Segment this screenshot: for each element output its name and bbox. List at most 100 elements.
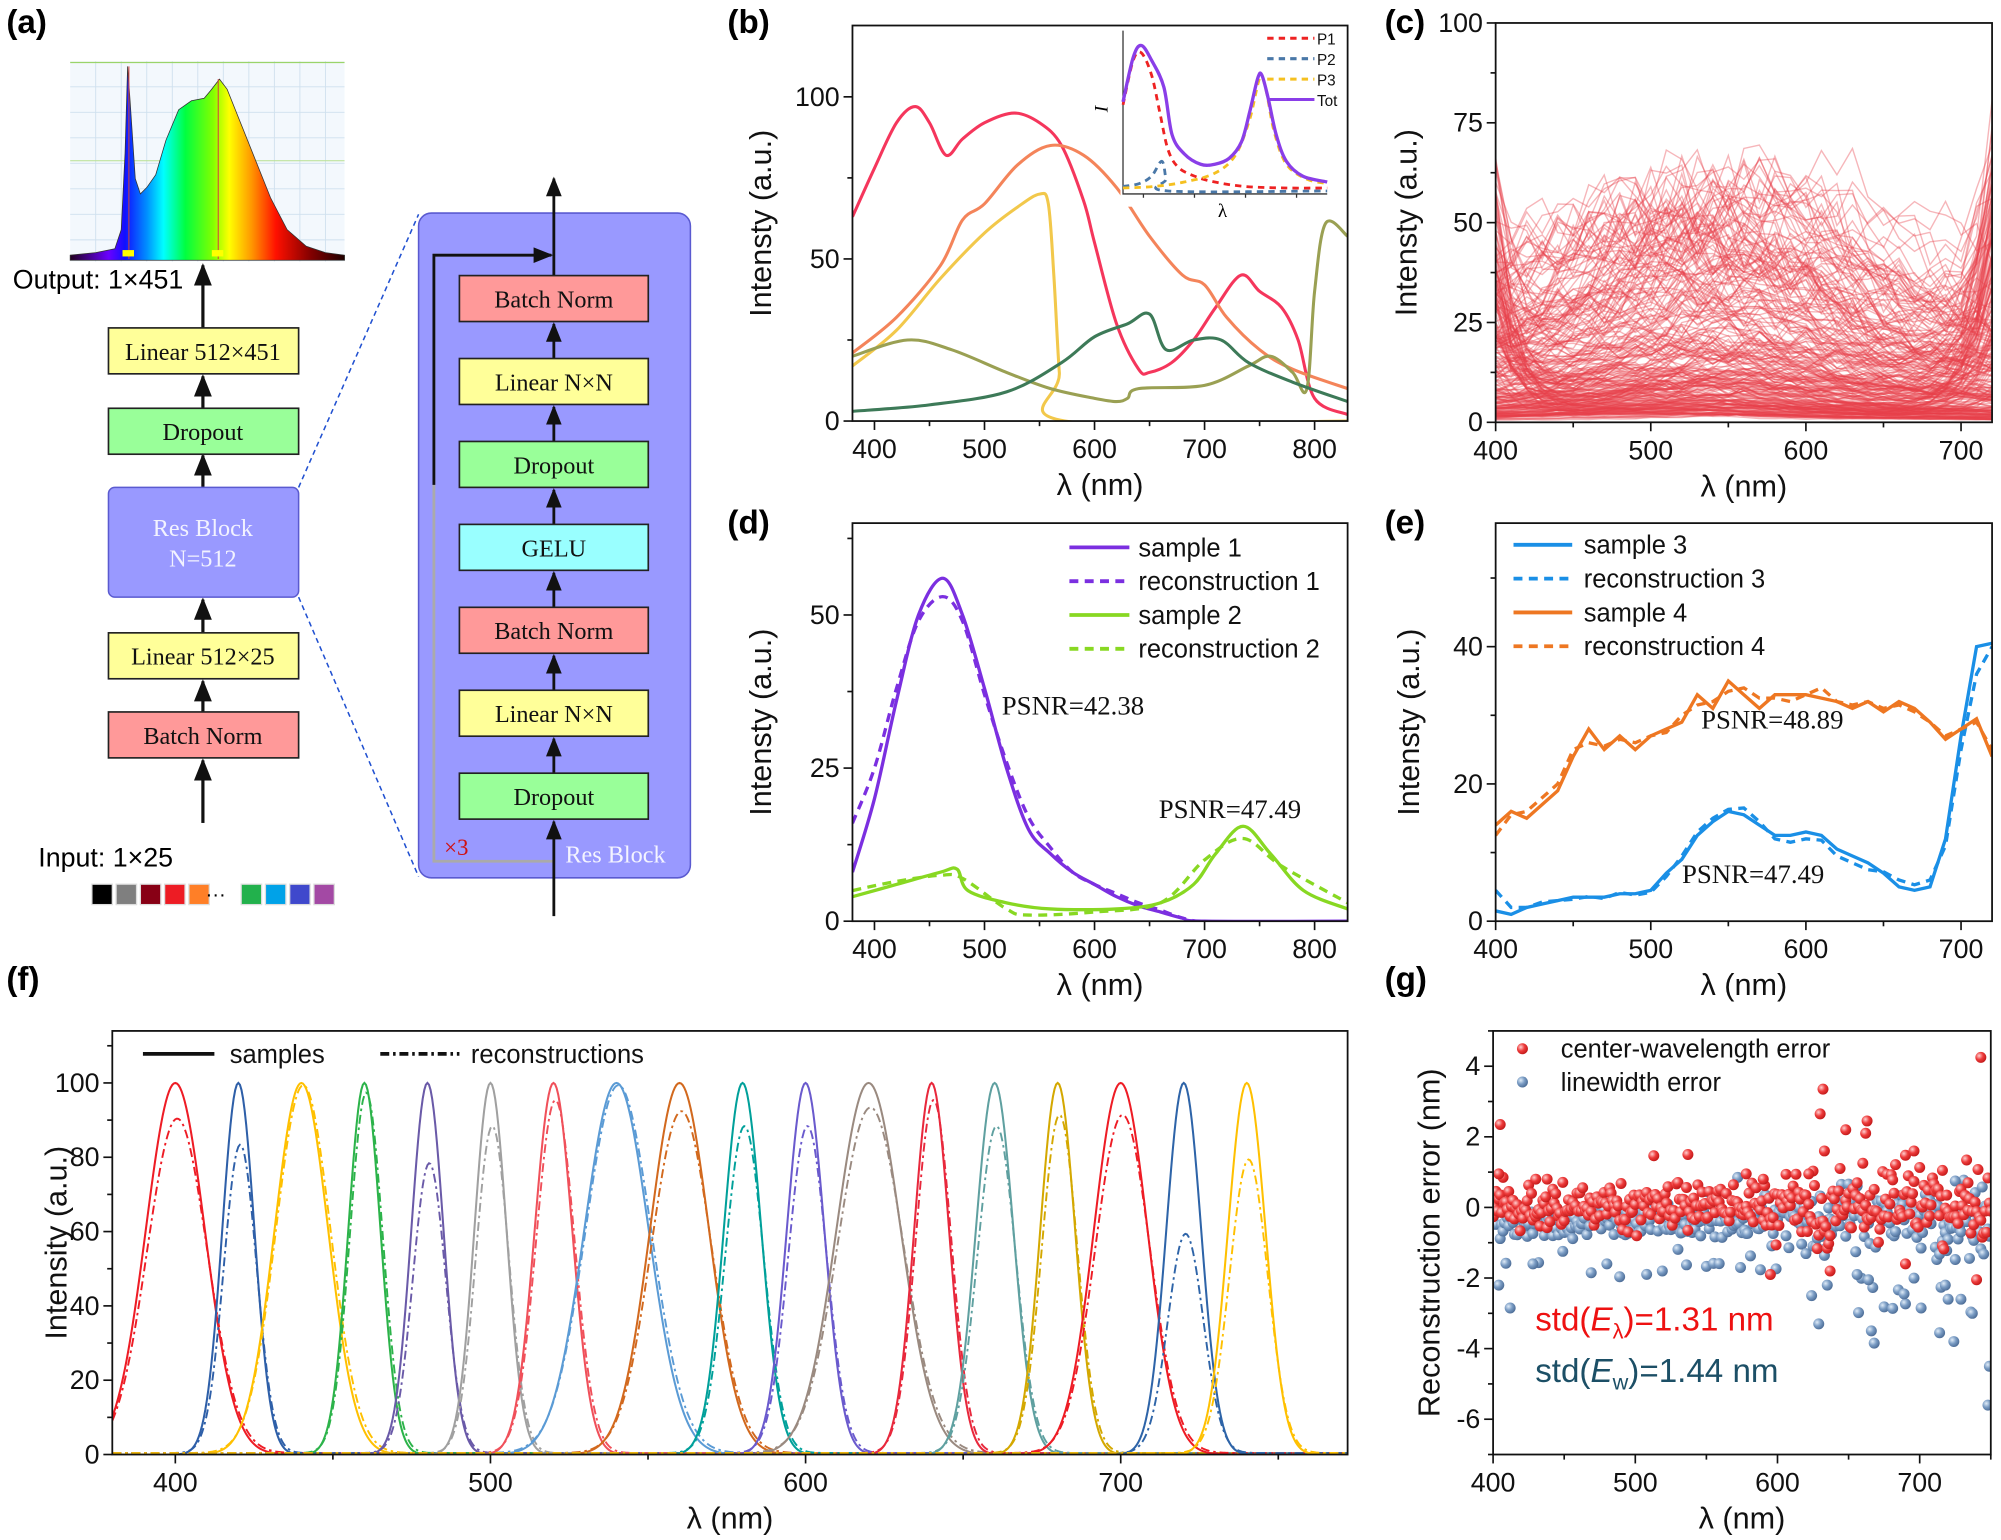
spectrum-line: [1495, 361, 1993, 416]
spectrum-line: [1495, 180, 1993, 326]
spectrum-line: [1495, 207, 1993, 351]
spectrum-line: [1495, 369, 1993, 411]
legend-label: center-wavelength error: [1561, 1036, 1831, 1064]
y-tick-label: 0: [85, 1439, 100, 1469]
y-tick-label: 20: [70, 1365, 100, 1395]
std-sub: w: [1612, 1369, 1629, 1394]
spectrum-line: [1495, 275, 1993, 402]
spectrum-line: [1495, 377, 1993, 411]
spectrum-line: [1495, 385, 1993, 414]
x-axis-title: λ (nm): [687, 1502, 774, 1536]
x-tick-label: 400: [1471, 1468, 1516, 1498]
spectrum-line: [1495, 193, 1993, 415]
chart-f: (f) 400 500 600 700 0 20 40 60 80 100 λ (nm) Intensi…: [6, 961, 1349, 1536]
legend-label: reconstructions: [471, 1041, 644, 1069]
x-tick-label: 500: [962, 934, 1007, 964]
psnr-annotation: PSNR=42.38: [1002, 691, 1144, 721]
center-wavelength-error-point: [1662, 1181, 1674, 1193]
reconstruction-peak-420: [112, 1143, 1348, 1454]
spectrum-line: [1495, 216, 1993, 372]
x-tick-label: 700: [1098, 1468, 1143, 1498]
res-layer-dropout: Dropout: [458, 440, 650, 489]
spectrum-line: [1495, 247, 1993, 344]
linewidth-error-point: [1949, 1175, 1961, 1187]
linewidth-error-point: [1982, 1399, 1991, 1411]
center-wavelength-error-point: [1723, 1215, 1735, 1227]
sample-1-curve: [852, 576, 1348, 922]
center-wavelength-error-point: [1975, 1051, 1987, 1063]
x-tick-label: 600: [1784, 435, 1829, 465]
panel-label-g: (g): [1385, 961, 1427, 998]
center-wavelength-error-point: [1914, 1161, 1926, 1173]
block-batch-norm: Batch Norm: [107, 711, 300, 759]
input-color-swatch: [139, 883, 162, 906]
spectrum-line: [1495, 182, 1993, 357]
spectrum-line: [1495, 257, 1993, 407]
center-wavelength-error-point: [1925, 1199, 1937, 1211]
plot-frame: [1492, 1030, 1992, 1456]
input-color-swatches: [91, 883, 335, 906]
spectrum-line: [1495, 380, 1993, 416]
center-wavelength-error-point: [1969, 1196, 1981, 1208]
y-tick-label: 50: [810, 600, 840, 630]
spectrum-line: [1495, 319, 1993, 394]
res-layer-linear-n-n: Linear N×N: [458, 357, 650, 406]
center-wavelength-error-point: [1888, 1187, 1900, 1199]
y-tick-label: -6: [1457, 1404, 1481, 1434]
spectrum-line: [1495, 230, 1993, 394]
inset-legend-label: P2: [1317, 52, 1336, 69]
y-axis-title: Intensty (a.u.): [1390, 129, 1424, 316]
x-tick-label: 600: [1755, 1468, 1800, 1498]
spectrum-line: [1495, 364, 1993, 398]
linewidth-error-point: [1806, 1290, 1818, 1302]
spectrum-line: [1495, 248, 1993, 365]
inset-axes: [1122, 30, 1328, 195]
sample-peak-580: [112, 1081, 1348, 1455]
spectrum-line: [1495, 230, 1993, 358]
spectrum-line: [1495, 412, 1993, 421]
plot-frame: [1494, 22, 1993, 424]
input-color-swatch: [91, 883, 113, 906]
spectrum-line: [1495, 386, 1993, 418]
spectrum-line: [1495, 268, 1993, 419]
center-wavelength-error-point: [1965, 1227, 1977, 1239]
x-tick-label: 800: [1292, 934, 1337, 964]
center-wavelength-error-point: [1612, 1200, 1624, 1212]
spectrum-line: [1495, 411, 1993, 421]
center-wavelength-error-point: [1868, 1183, 1880, 1195]
layer-label: Batch Norm: [494, 286, 613, 313]
input-ellipsis: ···: [205, 884, 225, 906]
spectrum-line: [1495, 206, 1993, 372]
spectrum-line: [1495, 164, 1993, 278]
linewidth-error-point: [1557, 1245, 1569, 1257]
x-tick-label: 500: [468, 1468, 513, 1498]
spectrum-line: [1495, 322, 1993, 397]
block-dropout: Dropout: [107, 407, 300, 456]
spectrum-line: [1495, 179, 1993, 362]
y-tick-label: 100: [1438, 8, 1483, 38]
linewidth-error-point: [1614, 1271, 1626, 1283]
spectrum-line: [1495, 223, 1993, 332]
spectrum-line: [1495, 334, 1993, 400]
spectrum-line: [1495, 337, 1993, 403]
legend-label: reconstruction 2: [1138, 636, 1320, 664]
spectrum-fill: [69, 66, 345, 261]
chart-g: (g) 400 500 600 700 -6 -4 -2 0 2 4 λ (nm) Reconstruc…: [1385, 961, 1992, 1536]
spectrum-line: [1495, 411, 1993, 420]
std-annotation: std(Ew)=1.44 nm: [1535, 1353, 1778, 1395]
center-wavelength-error-point: [1541, 1173, 1553, 1185]
center-wavelength-error-point: [1503, 1186, 1515, 1198]
std-sub: λ: [1613, 1318, 1624, 1343]
spectrum-line: [1495, 294, 1993, 381]
spectrum-line: [1495, 304, 1993, 412]
spectrum-line: [1495, 279, 1993, 377]
spectrum-line: [1495, 412, 1993, 421]
spectrum-line: [1495, 241, 1993, 404]
block-box: [107, 711, 300, 759]
center-wavelength-error-point: [1601, 1208, 1613, 1220]
spectrum-line: [1495, 279, 1993, 383]
linewidth-error-point: [1493, 1279, 1505, 1291]
y-tick-label: 50: [1453, 208, 1483, 238]
center-wavelength-error-point: [1514, 1225, 1526, 1237]
spectrum-line: [1495, 154, 1993, 332]
